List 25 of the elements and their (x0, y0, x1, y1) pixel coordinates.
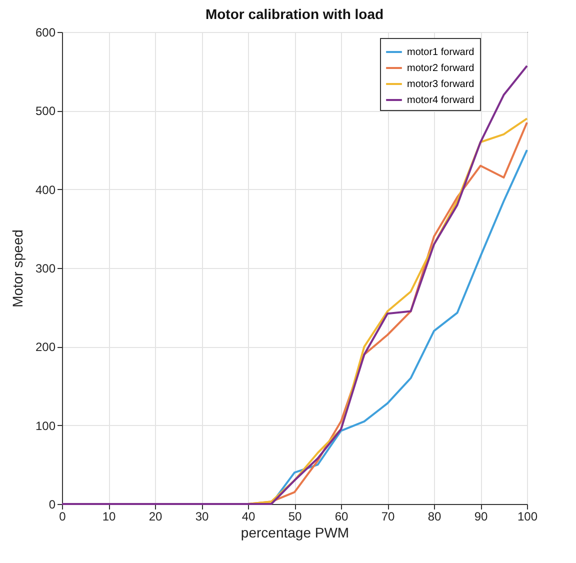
x-tick-label: 10 (102, 510, 116, 524)
x-tick-label: 100 (517, 510, 538, 524)
x-tick-label: 30 (195, 510, 209, 524)
y-tick-label: 500 (35, 104, 56, 118)
x-tick-label: 70 (381, 510, 395, 524)
legend-label: motor1 forward (407, 47, 474, 58)
x-tick-label: 90 (474, 510, 488, 524)
y-tick-label: 0 (48, 498, 56, 512)
x-tick-label: 20 (148, 510, 162, 524)
legend-label: motor4 forward (407, 95, 474, 106)
x-tick-label: 40 (242, 510, 256, 524)
y-axis-title: Motor speed (9, 230, 26, 308)
x-tick-label: 60 (334, 510, 348, 524)
chart-title: Motor calibration with load (205, 6, 384, 22)
y-tick-label: 600 (35, 26, 56, 40)
x-tick-label: 0 (59, 510, 66, 524)
legend-label: motor3 forward (407, 79, 474, 90)
y-tick-label: 300 (35, 262, 56, 276)
x-tick-label: 50 (288, 510, 302, 524)
x-tick-label: 80 (428, 510, 442, 524)
y-tick-label: 200 (35, 340, 56, 354)
y-tick-label: 400 (35, 182, 56, 197)
x-axis-title: percentage PWM (240, 524, 350, 540)
y-tick-label: 100 (35, 418, 56, 433)
legend-label: motor2 forward (407, 63, 474, 74)
